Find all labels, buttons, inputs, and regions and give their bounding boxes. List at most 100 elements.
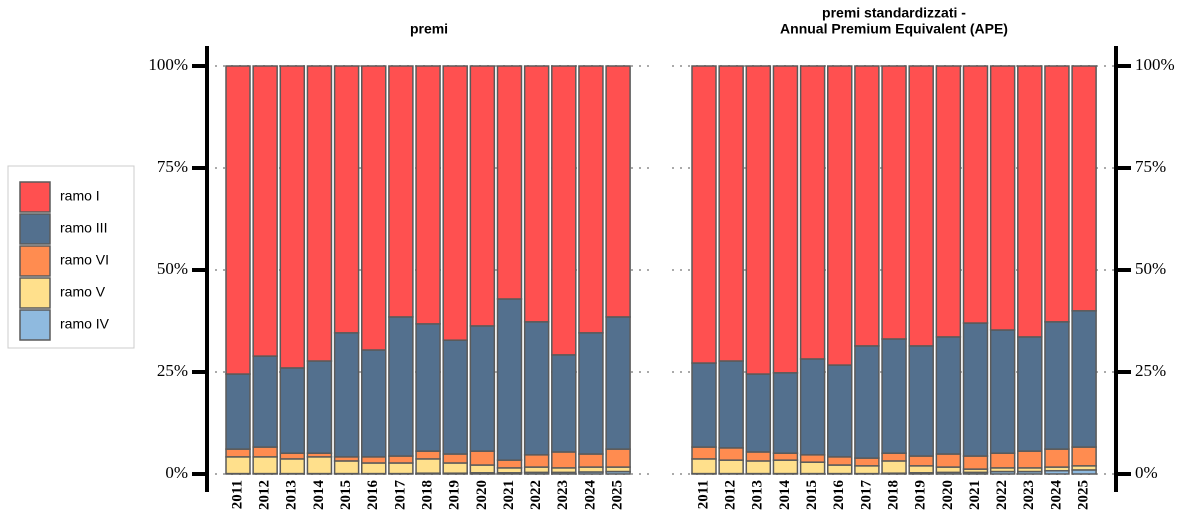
- legend-swatch: [19, 309, 51, 341]
- bar-segment: ramo I: [415, 65, 441, 325]
- bar-segment: ramo I: [989, 65, 1016, 331]
- x-tick-label: 2016: [831, 480, 847, 511]
- y-tick-label: 25%: [1135, 361, 1166, 380]
- x-tick-label: 2015: [804, 480, 820, 510]
- bar-segment: ramo III: [523, 321, 550, 456]
- bar-segment: ramo VI: [388, 455, 414, 464]
- bar-segment: ramo VI: [551, 451, 577, 469]
- bar-segment: ramo III: [333, 332, 360, 458]
- bar-segment: ramo III: [252, 355, 278, 448]
- y-tick-label: 100%: [148, 55, 188, 74]
- bar-segment: ramo V: [908, 465, 934, 474]
- bar-segment: ramo VI: [1017, 450, 1043, 469]
- bar-segment: ramo III: [225, 373, 251, 450]
- bar-segment: ramo V: [361, 462, 387, 475]
- bar-segment: ramo III: [1017, 336, 1043, 452]
- x-tick-label: 2020: [940, 480, 956, 510]
- bar-segment: ramo I: [772, 65, 799, 374]
- bar-segment: ramo III: [496, 298, 523, 461]
- bar-segment: ramo VI: [496, 459, 523, 469]
- bar-segment: ramo III: [881, 338, 907, 454]
- bar-segment: ramo I: [605, 65, 631, 318]
- bar-segment: ramo III: [279, 367, 306, 454]
- x-tick-label: 2013: [284, 480, 300, 510]
- bar-segment: ramo III: [388, 316, 414, 457]
- x-tick-label: 2025: [1076, 480, 1092, 510]
- x-tick-label: 2022: [528, 480, 544, 510]
- bar-segment: ramo I: [935, 65, 962, 338]
- bar-segment: ramo III: [718, 360, 744, 449]
- bar-segment: ramo III: [415, 323, 441, 452]
- bar-segment: ramo V: [225, 456, 251, 475]
- bar-segment: ramo I: [279, 65, 306, 369]
- bar-segment: ramo I: [1071, 65, 1097, 312]
- y-tick-label: 0%: [165, 463, 188, 482]
- bar-segment: ramo III: [772, 372, 799, 454]
- x-tick-label: 2013: [750, 480, 766, 510]
- bar-segment: ramo I: [388, 65, 414, 318]
- bar-segment: ramo V: [827, 464, 853, 475]
- bar-segment: ramo I: [578, 65, 604, 334]
- bar-segment: ramo VI: [578, 453, 604, 468]
- bar-segment: ramo VI: [989, 452, 1016, 469]
- x-tick-label: 2025: [610, 480, 626, 510]
- bar-segment: ramo VI: [799, 454, 826, 463]
- bar-segment: ramo III: [551, 354, 577, 453]
- bar-segment: ramo III: [442, 339, 468, 455]
- bar-segment: ramo V: [306, 456, 333, 475]
- bar-segment: ramo V: [854, 465, 880, 475]
- bar-segment: ramo I: [881, 65, 907, 340]
- legend-label: ramo VI: [60, 252, 109, 268]
- x-tick-label: 2014: [777, 480, 793, 511]
- x-tick-label: 2011: [229, 480, 245, 509]
- y-tick-label: 50%: [157, 259, 188, 278]
- bar-segment: ramo VI: [962, 455, 989, 470]
- bar-segment: ramo I: [854, 65, 880, 347]
- bar-segment: ramo III: [908, 345, 934, 457]
- bar-segment: ramo III: [1044, 321, 1070, 450]
- bar-segment: ramo VI: [252, 446, 278, 458]
- legend-swatch: [19, 213, 51, 245]
- bar-segment: ramo III: [935, 336, 962, 455]
- bar-segment: ramo III: [989, 329, 1016, 454]
- bar-segment: ramo V: [935, 466, 962, 474]
- bar-segment: ramo I: [962, 65, 989, 324]
- legend-label: ramo III: [60, 220, 107, 236]
- bar-segment: ramo I: [551, 65, 577, 356]
- bar-segment: ramo VI: [827, 456, 853, 466]
- bar-segment: ramo V: [333, 460, 360, 475]
- chart-title: Annual Premium Equivalent (APE): [780, 21, 1008, 37]
- x-tick-label: 2023: [1021, 480, 1037, 510]
- bar-segment: ramo V: [718, 459, 744, 475]
- bar-segment: ramo VI: [523, 454, 550, 468]
- x-tick-label: 2012: [257, 480, 273, 510]
- bar-segment: ramo I: [442, 65, 468, 341]
- bar-segment: ramo V: [745, 460, 772, 475]
- bar-segment: ramo V: [799, 461, 826, 475]
- bar-segment: ramo V: [279, 458, 306, 475]
- bar-segment: ramo I: [718, 65, 744, 362]
- bar-segment: ramo III: [827, 364, 853, 458]
- bar-segment: ramo VI: [1044, 448, 1070, 468]
- x-tick-label: 2019: [913, 480, 929, 510]
- bar-segment: ramo I: [306, 65, 333, 362]
- legend-swatch: [19, 245, 51, 277]
- x-tick-label: 2014: [311, 480, 327, 511]
- chart-title: premi: [410, 21, 448, 37]
- bar-segment: ramo V: [881, 460, 907, 474]
- bar-segment: ramo VI: [881, 452, 907, 462]
- legend-swatch: [19, 181, 51, 213]
- bar-segment: ramo VI: [279, 452, 306, 460]
- x-tick-label: 2017: [858, 480, 874, 511]
- bar-segment: ramo V: [252, 456, 278, 475]
- x-tick-label: 2012: [723, 480, 739, 510]
- bar-segment: ramo III: [306, 360, 333, 454]
- bar-segment: ramo I: [1044, 65, 1070, 323]
- x-tick-label: 2022: [994, 480, 1010, 510]
- bar-segment: ramo I: [361, 65, 387, 351]
- bar-segment: ramo VI: [415, 450, 441, 460]
- bar-segment: ramo I: [745, 65, 772, 375]
- x-tick-label: 2016: [365, 480, 381, 511]
- bar-segment: ramo III: [745, 373, 772, 453]
- x-tick-label: 2024: [1048, 480, 1064, 511]
